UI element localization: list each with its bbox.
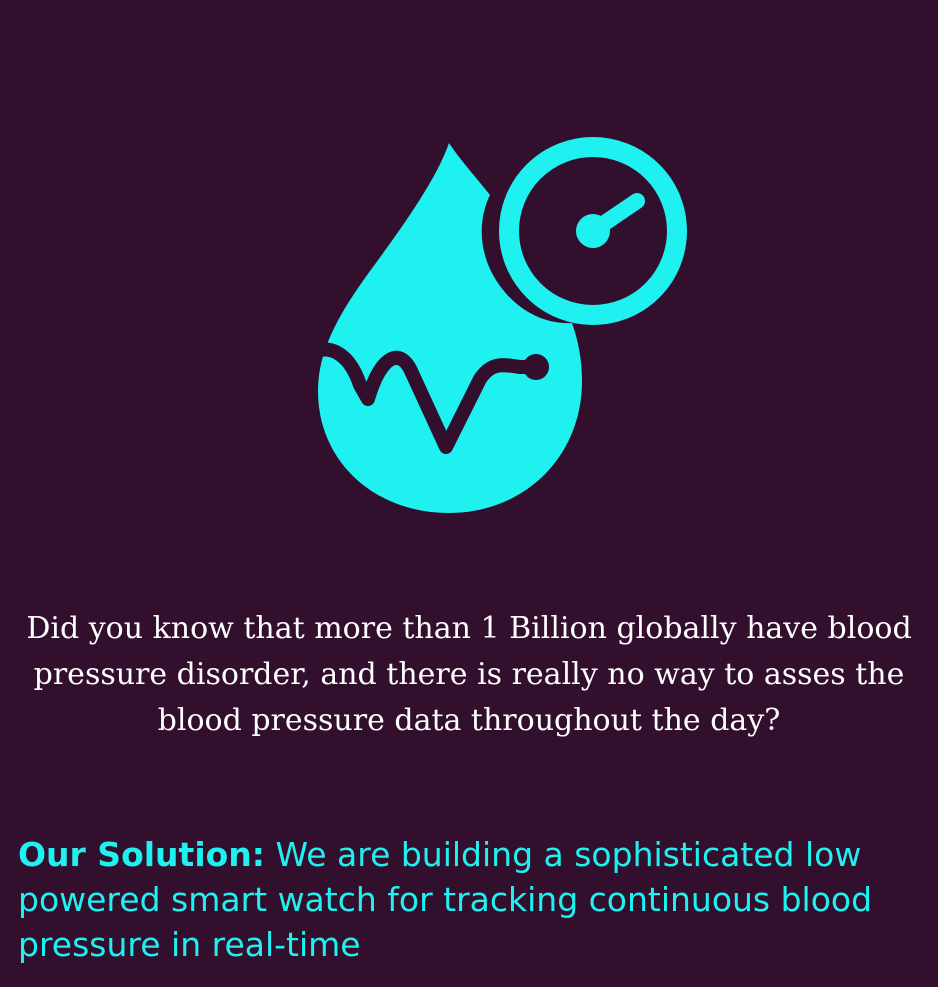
blood-pressure-fact: Did you know that more than 1 Billion gl… bbox=[26, 611, 912, 738]
solution-statement: Our Solution: We are building a sophisti… bbox=[18, 832, 923, 967]
gauge-ring bbox=[499, 137, 687, 325]
solution-heading: Our Solution: bbox=[18, 835, 266, 874]
blood-drop-gauge-icon bbox=[310, 135, 700, 525]
gauge-pivot bbox=[576, 214, 610, 248]
blood-drop-shape bbox=[318, 143, 582, 513]
pulse-wave bbox=[310, 342, 543, 454]
pulse-dot bbox=[523, 354, 549, 380]
solution-description: We are building a sophisticated low powe… bbox=[18, 835, 873, 964]
